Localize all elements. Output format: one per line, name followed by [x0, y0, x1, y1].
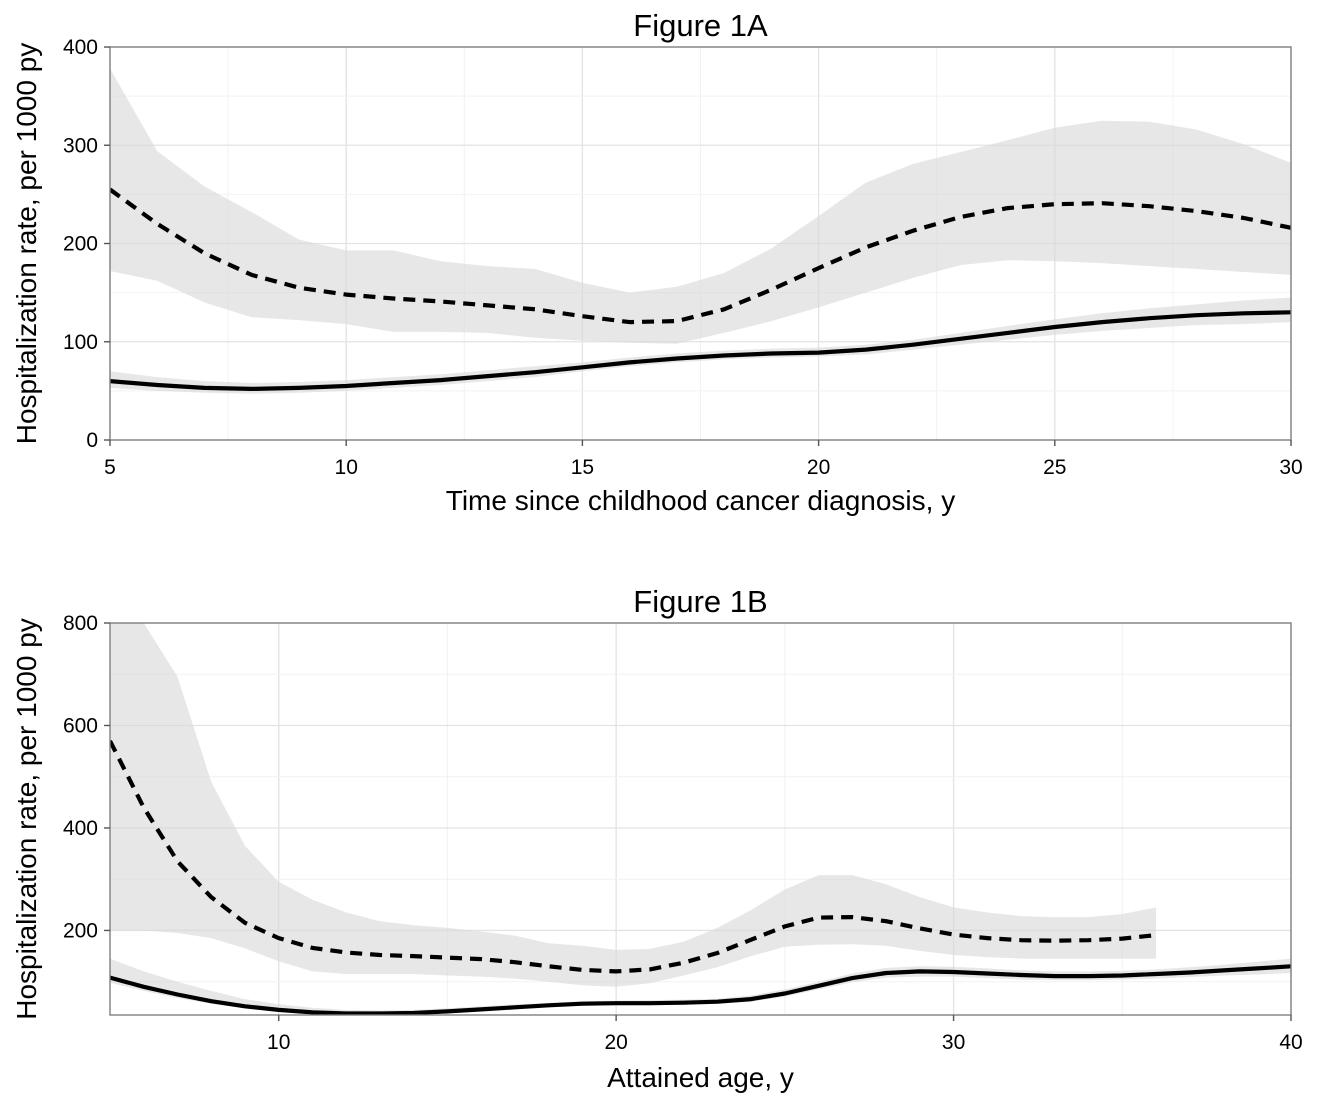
x-tick-label: 25 — [1043, 456, 1066, 479]
y-tick-label: 200 — [63, 919, 98, 942]
x-tick-label: 20 — [807, 456, 830, 479]
y-tick-label: 300 — [63, 134, 98, 157]
y-tick-label: 400 — [63, 817, 98, 840]
chart-title: Figure 1B — [633, 584, 767, 619]
plot-area — [110, 623, 1291, 1015]
solid-series-line — [110, 310, 1291, 391]
x-tick-label: 5 — [104, 456, 116, 479]
dashed-series-confidence-band — [110, 68, 1291, 344]
y-axis-label: Hospitalization rate, per 1000 py — [11, 43, 42, 445]
panel-border — [109, 622, 1292, 1016]
x-tick-label: 30 — [942, 1031, 965, 1054]
y-tick-label: 800 — [63, 612, 98, 635]
solid-series-line — [110, 964, 1291, 1015]
y-axis-label: Hospitalization rate, per 1000 py — [11, 618, 42, 1020]
y-tick-label: 600 — [63, 714, 98, 737]
plot-area — [110, 68, 1291, 394]
dashed-series-line — [110, 739, 1157, 974]
figure-1b-panel: 10 20 30 40 200 400 600 800 Figure 1B Attained ag… — [11, 584, 1303, 1093]
x-axis-label: Attained age, y — [607, 1062, 794, 1093]
y-tick-label: 400 — [63, 36, 98, 59]
x-tick-label: 10 — [267, 1031, 290, 1054]
solid-series-confidence-band — [110, 297, 1291, 394]
y-tick-label: 0 — [86, 429, 98, 452]
x-tick-label: 10 — [335, 456, 358, 479]
x-tick-label: 20 — [604, 1031, 627, 1054]
dashed-series-line — [110, 187, 1291, 325]
x-tick-label: 15 — [571, 456, 594, 479]
x-axis-label: Time since childhood cancer diagnosis, y — [446, 485, 955, 516]
x-tick-label: 30 — [1279, 456, 1302, 479]
chart-title: Figure 1A — [633, 8, 768, 43]
y-tick-label: 200 — [63, 233, 98, 256]
x-tick-label: 40 — [1279, 1031, 1302, 1054]
dashed-series-confidence-band — [110, 623, 1156, 987]
y-tick-label: 100 — [63, 331, 98, 354]
